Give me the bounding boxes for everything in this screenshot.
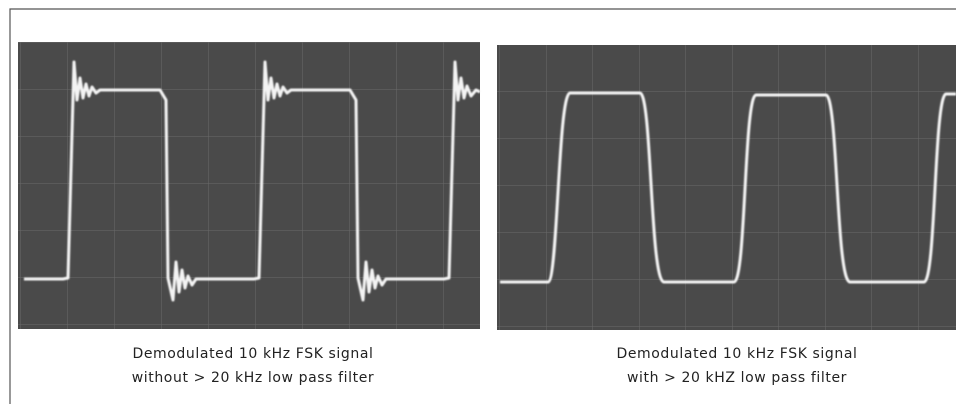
caption-line: Demodulated 10 kHz FSK signal [616, 346, 857, 362]
scope-left [18, 42, 481, 329]
page-frame [9, 8, 956, 404]
caption-line: with > 20 kHZ low pass filter [627, 370, 847, 386]
caption-line: Demodulated 10 kHz FSK signal [132, 346, 373, 362]
caption-line: without > 20 kHz low pass filter [132, 370, 375, 386]
scope-right [497, 45, 956, 330]
